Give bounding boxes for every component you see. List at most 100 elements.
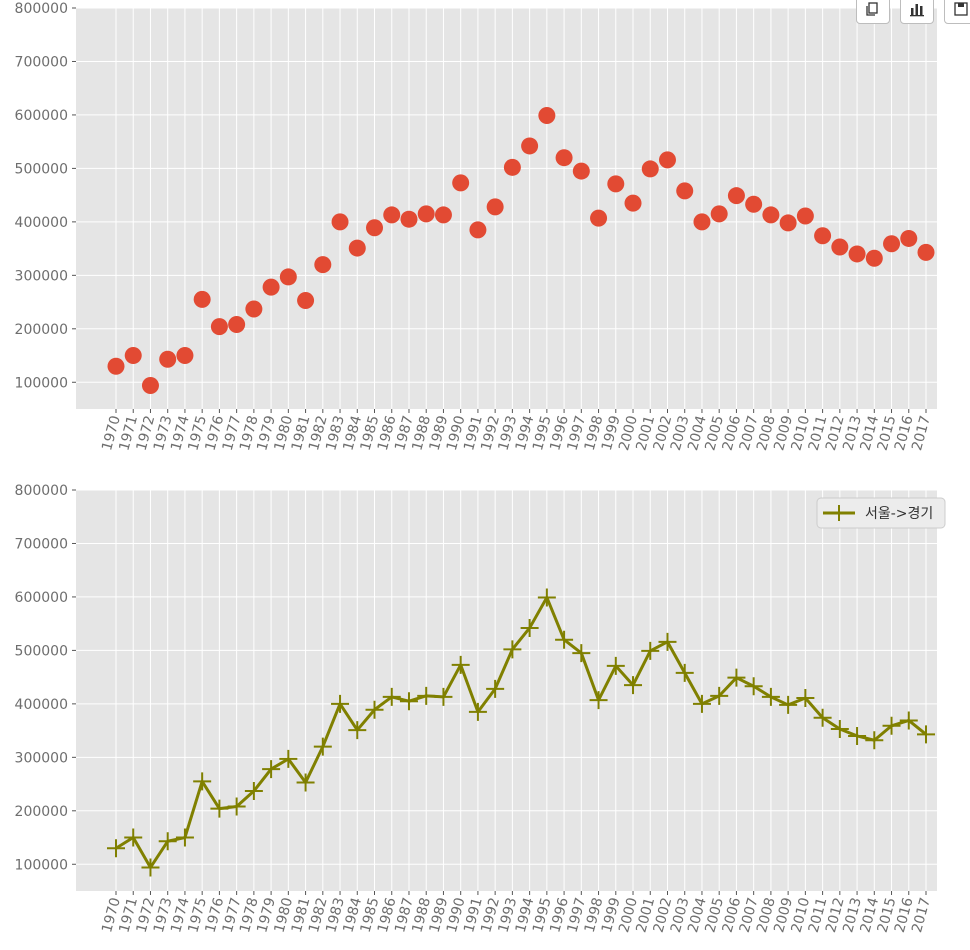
data-point xyxy=(762,206,780,224)
data-point xyxy=(297,291,315,309)
copy-button[interactable] xyxy=(856,0,890,24)
data-point xyxy=(779,214,797,232)
data-point xyxy=(710,205,728,223)
data-point xyxy=(193,290,211,308)
data-point xyxy=(641,641,660,660)
data-point xyxy=(244,782,263,801)
data-point xyxy=(469,221,487,239)
y-tick-label: 100000 xyxy=(15,857,68,873)
data-point xyxy=(848,245,866,263)
y-tick-label: 500000 xyxy=(15,161,68,177)
data-point xyxy=(227,797,246,816)
data-point xyxy=(624,194,642,212)
data-point xyxy=(727,668,746,687)
data-point xyxy=(814,227,832,245)
y-tick-label: 600000 xyxy=(15,108,68,124)
data-point xyxy=(641,160,659,178)
data-point xyxy=(314,256,332,274)
data-point xyxy=(900,229,918,247)
data-point xyxy=(175,828,194,847)
data-point xyxy=(417,205,435,223)
y-tick-label: 500000 xyxy=(15,643,68,659)
data-point xyxy=(434,206,452,224)
data-point xyxy=(331,694,350,713)
data-point xyxy=(606,656,625,675)
toolbar xyxy=(856,0,970,24)
data-point xyxy=(590,209,608,227)
data-point xyxy=(658,632,677,651)
data-point xyxy=(572,162,590,180)
data-point xyxy=(745,195,763,213)
y-tick-label: 800000 xyxy=(15,1,68,17)
data-point xyxy=(813,708,832,727)
save-button[interactable] xyxy=(944,0,970,24)
data-point xyxy=(848,726,867,745)
data-point xyxy=(141,858,160,877)
data-point xyxy=(348,721,367,740)
legend: 서울->경기 xyxy=(816,497,946,529)
data-point xyxy=(555,630,574,649)
data-point xyxy=(796,688,815,707)
data-point xyxy=(210,799,229,818)
data-point xyxy=(676,182,694,200)
data-point xyxy=(331,213,349,231)
data-point xyxy=(313,737,332,756)
data-point xyxy=(796,207,814,225)
y-tick-label: 800000 xyxy=(15,483,68,499)
chart-icon xyxy=(910,4,924,17)
data-point xyxy=(468,702,487,721)
y-tick-label: 600000 xyxy=(15,590,68,606)
data-point xyxy=(503,640,522,659)
data-point xyxy=(400,210,418,228)
data-point xyxy=(210,318,228,336)
y-tick-label: 400000 xyxy=(15,697,68,713)
data-point xyxy=(521,137,539,155)
data-point xyxy=(520,618,539,637)
data-point xyxy=(624,676,643,695)
data-point xyxy=(348,239,366,257)
y-tick-label: 200000 xyxy=(15,804,68,820)
data-point xyxy=(538,106,556,124)
data-point xyxy=(675,663,694,682)
data-point xyxy=(366,219,384,237)
data-point xyxy=(727,187,745,205)
data-point xyxy=(383,206,401,224)
data-point xyxy=(917,725,935,744)
data-point xyxy=(417,686,436,705)
data-point xyxy=(262,278,280,296)
data-point xyxy=(537,588,556,607)
data-point xyxy=(555,149,573,167)
y-tick-label: 700000 xyxy=(15,54,68,70)
data-point xyxy=(710,686,729,705)
data-point xyxy=(865,731,884,750)
data-point xyxy=(865,249,883,267)
data-point xyxy=(761,687,780,706)
legend-box xyxy=(816,497,946,529)
data-point xyxy=(141,376,159,394)
y-tick-label: 100000 xyxy=(15,375,68,391)
data-point xyxy=(434,687,453,706)
chart-button[interactable] xyxy=(900,0,934,24)
chart-1: 100000 200000 300000 400000 500000 600000 7000… xyxy=(15,1,937,452)
data-point xyxy=(572,644,591,663)
data-point xyxy=(399,692,418,711)
data-point xyxy=(176,347,194,365)
data-point xyxy=(899,711,918,730)
data-point xyxy=(262,760,281,779)
data-point xyxy=(228,316,246,334)
data-point xyxy=(693,213,711,231)
data-point xyxy=(382,687,401,706)
plot-background xyxy=(76,490,937,891)
data-point xyxy=(917,243,935,261)
y-tick-label: 400000 xyxy=(15,215,68,231)
data-point xyxy=(279,268,297,286)
data-point xyxy=(124,828,143,847)
data-point xyxy=(744,677,763,696)
save-icon xyxy=(954,2,968,16)
data-point xyxy=(158,832,177,851)
y-tick-label: 300000 xyxy=(15,750,68,766)
data-point xyxy=(107,357,125,375)
chart-2: 100000 200000 300000 400000 500000 600000 7000… xyxy=(15,483,946,934)
data-point xyxy=(296,773,315,792)
data-point xyxy=(882,716,901,735)
